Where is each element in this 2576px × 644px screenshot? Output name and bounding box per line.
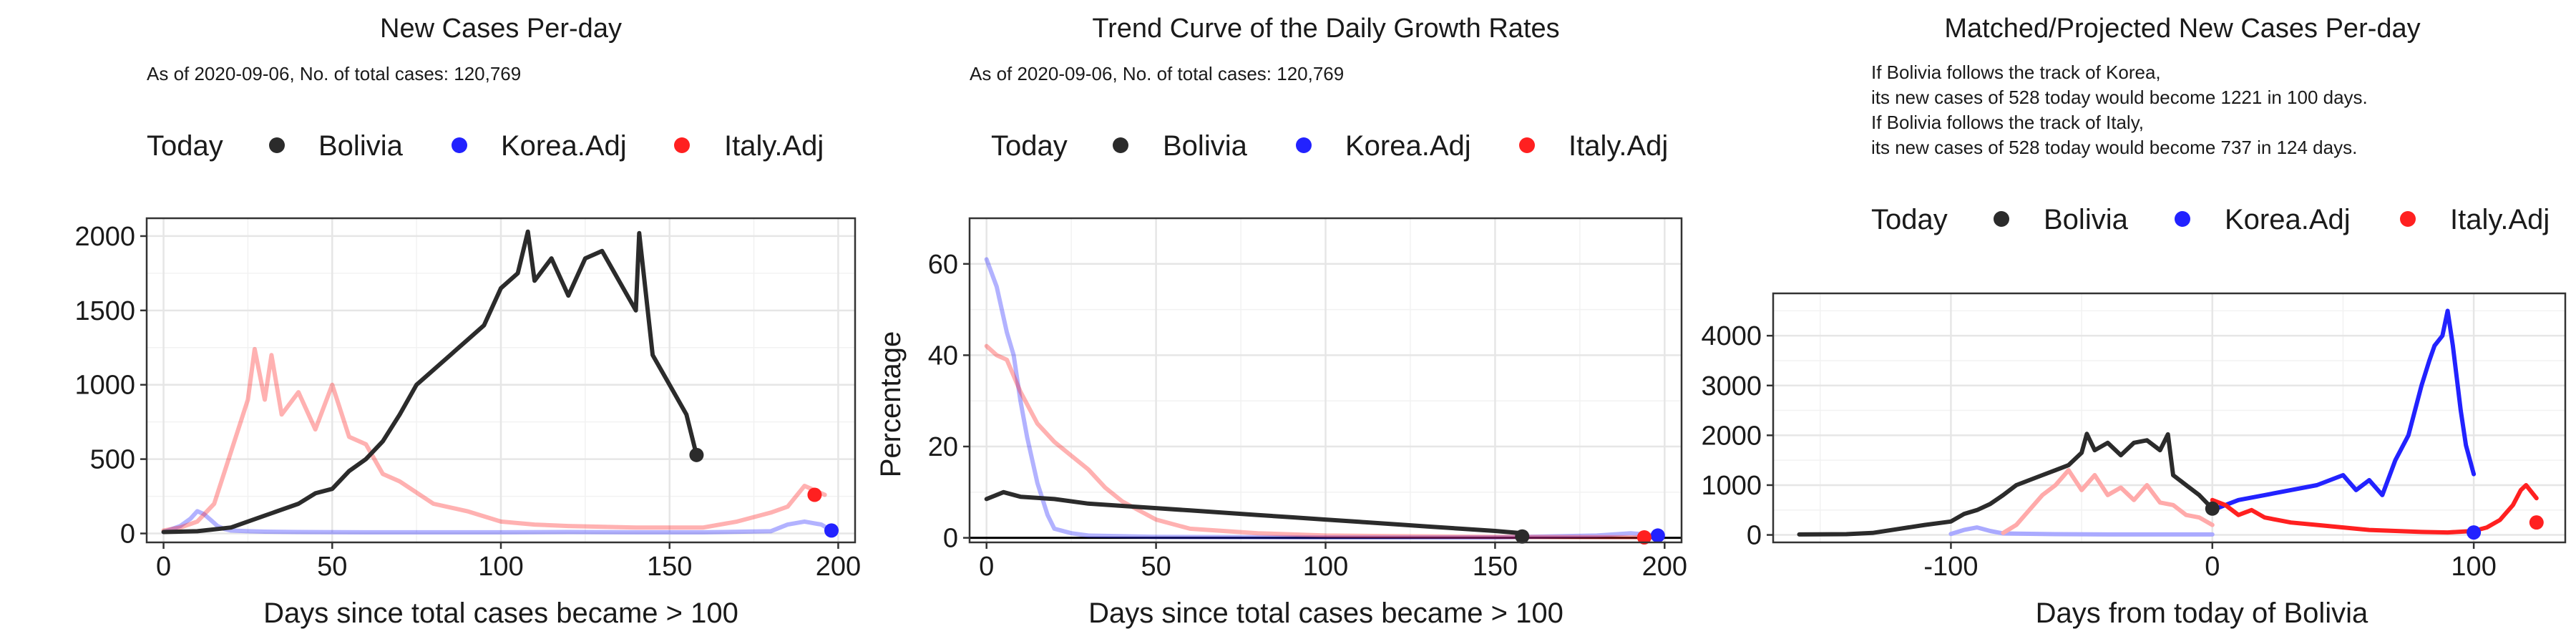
panel-2: Trend Curve of the Daily Growth Rates As… <box>875 14 1687 629</box>
endpoint-marker-bolivia <box>1515 529 1530 544</box>
panel-1-legend-label-bolivia: Bolivia <box>318 130 404 162</box>
panel-2-legend-label-bolivia: Bolivia <box>1163 130 1248 162</box>
panel-3-annotation-line: If Bolivia follows the track of Italy, <box>1871 112 2144 133</box>
panel-3-annotations: If Bolivia follows the track of Korea, i… <box>1871 62 2368 158</box>
series-line-bolivia <box>161 229 699 535</box>
panel-3-legend-label-italy: Italy.Adj <box>2450 204 2550 235</box>
endpoint-marker-korea-adj <box>1650 528 1665 543</box>
panel-2-x-axis-label: Days since total cases became > 100 <box>1088 597 1563 629</box>
panel-2-subtitle: As of 2020-09-06, No. of total cases: 12… <box>970 63 1344 84</box>
endpoint-marker-italy-adj <box>2529 515 2544 530</box>
panel-1-legend: Today Bolivia Korea.Adj Italy.Adj <box>147 130 824 162</box>
panel-2-legend-key-italy <box>1519 137 1535 153</box>
series-line-korea-adj <box>984 257 1660 540</box>
panel-1-title: New Cases Per-day <box>380 14 622 44</box>
y-axis-tick-label: 60 <box>928 250 958 280</box>
panel-2-legend-title: Today <box>991 130 1068 162</box>
y-axis-tick-label: 2000 <box>1701 421 1762 451</box>
panel-2-title: Trend Curve of the Daily Growth Rates <box>1092 14 1559 44</box>
endpoint-marker-korea-adj <box>2467 525 2482 540</box>
x-axis-tick-label: 0 <box>979 552 994 582</box>
panel-3: Matched/Projected New Cases Per-day If B… <box>1701 14 2567 629</box>
y-axis-tick-label: 500 <box>90 445 135 475</box>
panel-2-legend-label-italy: Italy.Adj <box>1568 130 1668 162</box>
x-axis-tick-label: 0 <box>2205 552 2220 582</box>
y-axis-tick-label: 0 <box>1747 521 1762 551</box>
y-axis-tick-label: 40 <box>928 341 958 371</box>
endpoint-marker-korea-adj <box>824 523 839 538</box>
y-axis-tick-label: 2000 <box>74 222 135 252</box>
series-line-italy-adj <box>2001 468 2215 535</box>
panel-2-legend: Today Bolivia Korea.Adj Italy.Adj <box>991 130 1668 162</box>
x-axis-tick-label: 200 <box>816 552 861 582</box>
panel-2-legend-label-korea: Korea.Adj <box>1345 130 1471 162</box>
panel-3-legend-label-bolivia: Bolivia <box>2044 204 2129 235</box>
panel-1: New Cases Per-day As of 2020-09-06, No. … <box>74 14 861 629</box>
y-axis-tick-label: 1500 <box>74 296 135 326</box>
x-axis-tick-label: 50 <box>317 552 347 582</box>
panel-1-legend-key-bolivia <box>269 137 285 153</box>
x-axis-tick-label: 100 <box>2451 552 2496 582</box>
panel-3-annotation-line: If Bolivia follows the track of Korea, <box>1871 62 2161 83</box>
series-line-bolivia <box>984 489 1525 536</box>
x-axis-tick-label: 200 <box>1642 552 1687 582</box>
x-axis-tick-label: 150 <box>647 552 692 582</box>
panel-1-legend-title: Today <box>147 130 223 162</box>
panel-1-subtitle: As of 2020-09-06, No. of total cases: 12… <box>147 63 521 84</box>
x-axis-tick-label: 150 <box>1473 552 1518 582</box>
series-line-italy-adj <box>984 343 1654 540</box>
series-line-italy-adj <box>161 346 827 533</box>
x-axis-tick-label: 100 <box>478 552 523 582</box>
panel-1-legend-label-korea: Korea.Adj <box>501 130 627 162</box>
y-axis-tick-label: 3000 <box>1701 371 1762 401</box>
x-axis-tick-label: 100 <box>1303 552 1348 582</box>
endpoint-marker-bolivia <box>2205 501 2220 516</box>
panel-2-y-axis-label: Percentage <box>875 331 907 478</box>
panel-1-legend-key-korea <box>452 137 467 153</box>
y-axis-tick-label: 4000 <box>1701 321 1762 351</box>
x-axis-tick-label: -100 <box>1923 552 1978 582</box>
panel-border <box>1772 292 2567 544</box>
panel-3-legend-key-korea <box>2175 211 2190 227</box>
panel-3-title: Matched/Projected New Cases Per-day <box>1944 14 2420 44</box>
y-axis-tick-label: 1000 <box>1701 471 1762 501</box>
panel-1-legend-label-italy: Italy.Adj <box>724 130 824 162</box>
endpoint-marker-italy-adj <box>1636 530 1652 545</box>
panel-2-legend-key-korea <box>1296 137 1312 153</box>
endpoint-marker-bolivia <box>689 447 704 462</box>
x-axis-tick-label: 50 <box>1141 552 1171 582</box>
panel-2-legend-key-bolivia <box>1113 137 1128 153</box>
y-axis-tick-label: 0 <box>943 524 958 554</box>
endpoint-marker-italy-adj <box>807 487 822 502</box>
series-line-korea-adj <box>161 509 834 535</box>
panel-3-legend-key-italy <box>2400 211 2416 227</box>
panel-2-plot: 0 50 100 150 200 0 20 40 60 <box>928 217 1687 582</box>
series-line-bolivia <box>1797 431 2215 537</box>
series-line-italy-adj <box>2210 483 2539 535</box>
panel-3-annotation-line: its new cases of 528 today would become … <box>1871 137 2357 158</box>
panel-3-legend-label-korea: Korea.Adj <box>2225 204 2351 235</box>
panel-3-legend-title: Today <box>1871 204 1948 235</box>
panel-1-x-axis-label: Days since total cases became > 100 <box>263 597 738 629</box>
y-axis-tick-label: 20 <box>928 432 958 462</box>
panel-3-annotation-line: its new cases of 528 today would become … <box>1871 87 2368 108</box>
y-axis-tick-label: 1000 <box>74 371 135 401</box>
panel-3-legend: Today Bolivia Korea.Adj Italy.Adj <box>1871 204 2550 235</box>
series-line-korea-adj <box>2210 308 2477 512</box>
panel-3-legend-key-bolivia <box>1994 211 2009 227</box>
x-axis-tick-label: 0 <box>156 552 171 582</box>
y-axis-tick-label: 0 <box>120 519 135 550</box>
panel-1-legend-key-italy <box>674 137 690 153</box>
panel-3-x-axis-label: Days from today of Bolivia <box>2036 597 2368 629</box>
